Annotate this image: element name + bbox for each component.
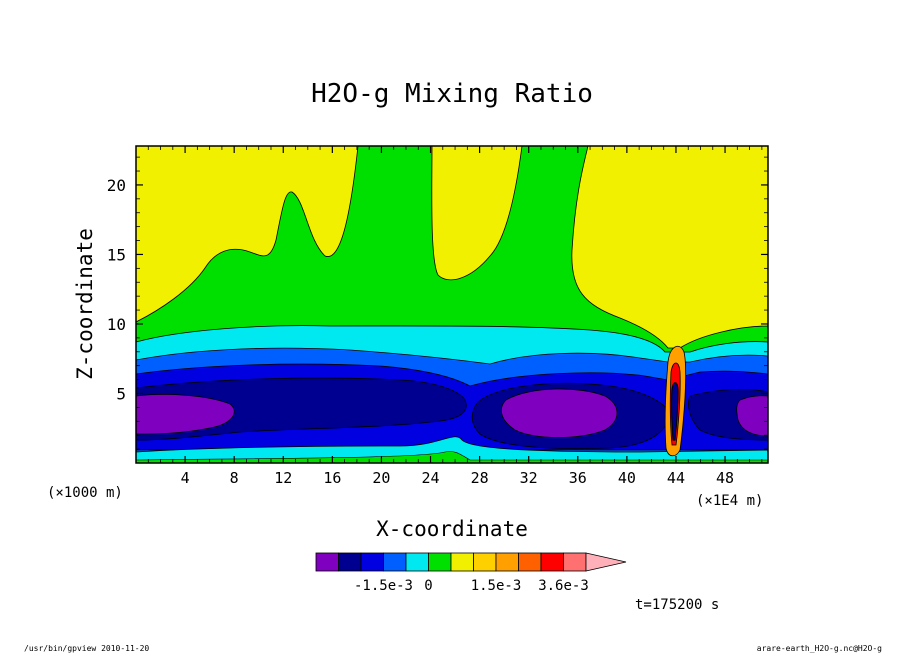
- x-tick-label: 20: [372, 469, 390, 487]
- colorbar-extend-arrow: [585, 552, 627, 572]
- band-navy: [136, 377, 768, 450]
- colorbar-swatch: [450, 552, 474, 572]
- x-tick-label: 12: [274, 469, 292, 487]
- colorbar-swatch: [563, 552, 587, 572]
- band-purple-right: [736, 395, 768, 437]
- colorbar-swatch: [518, 552, 542, 572]
- colorbar-labels: -1.5e-3 0 1.5e-3 3.6e-3: [354, 578, 589, 594]
- y-axis-ticks: 5 10 15 20: [107, 156, 768, 450]
- colorbar-swatch: [540, 552, 564, 572]
- y-tick-label: 15: [107, 245, 126, 264]
- footer-right: arare-earth_H2O-g.nc@H2O-g: [757, 644, 882, 653]
- x-axis-label: X-coordinate: [376, 517, 528, 541]
- colorbar-label: -1.5e-3: [354, 578, 413, 594]
- x-axis-unit: (×1000 m): [47, 485, 123, 501]
- footer-left: /usr/bin/gpview 2010-11-20: [24, 644, 149, 653]
- x-tick-label: 32: [520, 469, 538, 487]
- plot-frame: [135, 145, 769, 464]
- colorbar-swatch: [338, 552, 362, 572]
- x-tick-label: 40: [618, 469, 636, 487]
- chart-title: H2O-g Mixing Ratio: [311, 79, 593, 109]
- x-axis-ticks: 4 8 12 16 20 24 28 32 36 40 44 48: [147, 146, 763, 487]
- y-tick-label: 10: [107, 315, 126, 334]
- core-dark: [670, 382, 679, 441]
- time-label: t=175200 s: [635, 597, 719, 613]
- x-axis-multiplier: (×1E4 m): [696, 493, 763, 509]
- x-tick-label: 16: [323, 469, 341, 487]
- x-tick-label: 8: [230, 469, 239, 487]
- x-tick-label: 36: [569, 469, 587, 487]
- band-bottom-cyan: [136, 436, 768, 463]
- plot-area: [136, 146, 768, 463]
- y-axis-label: Z-coordinate: [73, 228, 97, 380]
- colorbar-label: 0: [424, 578, 432, 594]
- y-tick-label: 20: [107, 176, 126, 195]
- x-tick-label: 44: [667, 469, 685, 487]
- x-tick-label: 4: [181, 469, 190, 487]
- colorbar-swatch: [405, 552, 429, 572]
- colorbar-label: 3.6e-3: [538, 578, 589, 594]
- colorbar-swatch: [315, 552, 339, 572]
- band-purple-left: [136, 394, 235, 435]
- colorbar-swatch: [428, 552, 452, 572]
- colorbar: [315, 552, 627, 572]
- x-tick-label: 24: [421, 469, 439, 487]
- colorbar-label: 1.5e-3: [471, 578, 522, 594]
- x-tick-label: 48: [716, 469, 734, 487]
- colorbar-swatch: [495, 552, 519, 572]
- band-purple-mid: [500, 388, 618, 438]
- colorbar-swatch: [383, 552, 407, 572]
- band-bottom-green: [136, 451, 768, 463]
- colorbar-swatch: [473, 552, 497, 572]
- y-tick-label: 5: [116, 384, 126, 403]
- x-tick-label: 28: [471, 469, 489, 487]
- colorbar-swatch: [360, 552, 384, 572]
